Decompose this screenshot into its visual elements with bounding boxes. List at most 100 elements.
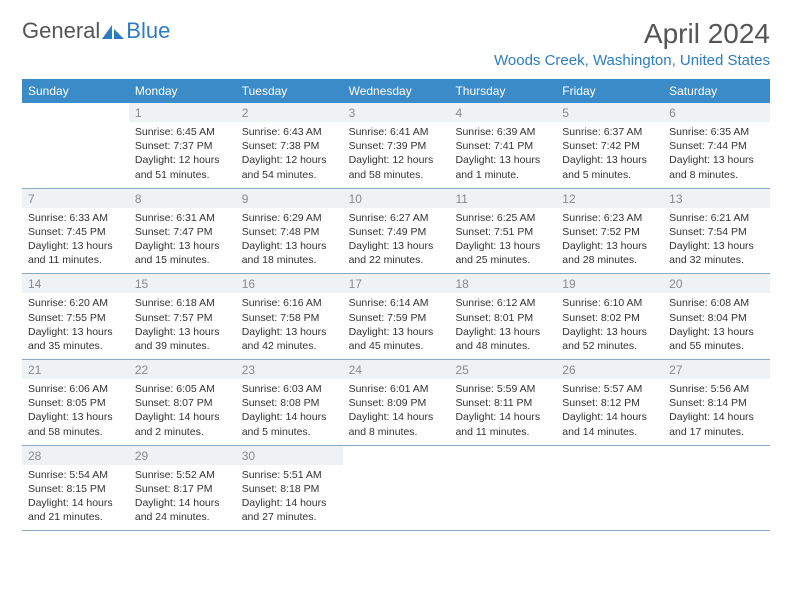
day-number-row: 20 — [663, 274, 770, 293]
calendar-week: 28Sunrise: 5:54 AMSunset: 8:15 PMDayligh… — [22, 446, 770, 532]
day-number-row: 6 — [663, 103, 770, 122]
day-number-row: 17 — [343, 274, 450, 293]
day-info-line: Sunset: 7:48 PM — [242, 225, 337, 239]
calendar-day-cell: 24Sunrise: 6:01 AMSunset: 8:09 PMDayligh… — [343, 360, 450, 445]
day-number: 11 — [455, 192, 550, 206]
day-info-line: Daylight: 13 hours — [669, 153, 764, 167]
day-number: 22 — [135, 363, 230, 377]
day-info-line: Sunrise: 5:54 AM — [28, 468, 123, 482]
day-info-line: Sunrise: 5:59 AM — [455, 382, 550, 396]
day-info-line: Sunset: 8:15 PM — [28, 482, 123, 496]
day-number: 7 — [28, 192, 123, 206]
day-info-line: Daylight: 12 hours — [135, 153, 230, 167]
day-info-line: Sunrise: 6:21 AM — [669, 211, 764, 225]
day-info-line: Sunset: 7:38 PM — [242, 139, 337, 153]
calendar-day-cell: 20Sunrise: 6:08 AMSunset: 8:04 PMDayligh… — [663, 274, 770, 359]
calendar-day-cell — [663, 446, 770, 531]
day-info-line: Sunset: 7:44 PM — [669, 139, 764, 153]
calendar-day-cell: 18 Sunrise: 6:12 AMSunset: 8:01 PMDayligh… — [449, 274, 556, 359]
day-info-line: Daylight: 14 hours — [669, 410, 764, 424]
day-info-line: Daylight: 13 hours — [562, 325, 657, 339]
day-number-row: 11 — [449, 189, 556, 208]
day-info-line: and 8 minutes. — [669, 168, 764, 182]
day-info-line: Daylight: 14 hours — [135, 410, 230, 424]
day-info-line: Daylight: 13 hours — [28, 239, 123, 253]
day-number: 9 — [242, 192, 337, 206]
day-info-line: Daylight: 13 hours — [455, 325, 550, 339]
day-info-line: Sunset: 8:18 PM — [242, 482, 337, 496]
day-info-line: Sunrise: 6:01 AM — [349, 382, 444, 396]
location-label: Woods Creek, Washington, United States — [494, 52, 770, 69]
day-number-row: 14 — [22, 274, 129, 293]
day-info-line: Sunset: 7:49 PM — [349, 225, 444, 239]
weekday-header: Friday — [556, 79, 663, 103]
calendar-day-cell: 26Sunrise: 5:57 AMSunset: 8:12 PMDayligh… — [556, 360, 663, 445]
calendar-day-cell: 7Sunrise: 6:33 AMSunset: 7:45 PMDaylight… — [22, 189, 129, 274]
day-info-line: Sunrise: 6:27 AM — [349, 211, 444, 225]
day-number: 21 — [28, 363, 123, 377]
day-info-line: Sunrise: 6:43 AM — [242, 125, 337, 139]
day-info-line: Sunset: 7:57 PM — [135, 311, 230, 325]
calendar-day-cell: 27Sunrise: 5:56 AMSunset: 8:14 PMDayligh… — [663, 360, 770, 445]
day-info-line: Sunset: 8:01 PM — [455, 311, 550, 325]
day-number: 30 — [242, 449, 337, 463]
day-info-line: Sunrise: 6:33 AM — [28, 211, 123, 225]
day-info-line: Sunset: 8:12 PM — [562, 396, 657, 410]
day-number: 25 — [455, 363, 550, 377]
day-info-line: Sunrise: 6:08 AM — [669, 296, 764, 310]
calendar-day-cell: 6Sunrise: 6:35 AMSunset: 7:44 PMDaylight… — [663, 103, 770, 188]
day-info-line: Sunset: 8:11 PM — [455, 396, 550, 410]
day-info-line: Sunrise: 5:52 AM — [135, 468, 230, 482]
day-info-line: Daylight: 14 hours — [349, 410, 444, 424]
day-info-line: and 24 minutes. — [135, 510, 230, 524]
calendar-day-cell: 10Sunrise: 6:27 AMSunset: 7:49 PMDayligh… — [343, 189, 450, 274]
day-number-row: 22 — [129, 360, 236, 379]
calendar-body: 1Sunrise: 6:45 AMSunset: 7:37 PMDaylight… — [22, 103, 770, 531]
day-info-line: and 52 minutes. — [562, 339, 657, 353]
day-info-line: and 17 minutes. — [669, 425, 764, 439]
day-number-row: 10 — [343, 189, 450, 208]
day-info-line: and 39 minutes. — [135, 339, 230, 353]
month-title: April 2024 — [494, 18, 770, 50]
day-info-line: Sunrise: 6:31 AM — [135, 211, 230, 225]
day-info-line: Daylight: 13 hours — [135, 239, 230, 253]
day-number: 2 — [242, 106, 337, 120]
calendar-day-cell: 17Sunrise: 6:14 AMSunset: 7:59 PMDayligh… — [343, 274, 450, 359]
logo-sail-icon — [102, 23, 124, 39]
day-info-line: Sunrise: 6:12 AM — [455, 296, 550, 310]
calendar-day-cell: 19Sunrise: 6:10 AMSunset: 8:02 PMDayligh… — [556, 274, 663, 359]
day-info-line: Daylight: 14 hours — [562, 410, 657, 424]
day-number: 15 — [135, 277, 230, 291]
day-info-line: and 32 minutes. — [669, 253, 764, 267]
day-info-line: Sunrise: 6:14 AM — [349, 296, 444, 310]
calendar-day-cell — [22, 103, 129, 188]
calendar-day-cell: 30Sunrise: 5:51 AMSunset: 8:18 PMDayligh… — [236, 446, 343, 531]
day-number: 18 — [455, 277, 550, 291]
day-info-line: and 35 minutes. — [28, 339, 123, 353]
day-number: 17 — [349, 277, 444, 291]
day-info-line: Sunset: 8:14 PM — [669, 396, 764, 410]
logo-text-general: General — [22, 18, 100, 44]
day-info-line: Sunrise: 6:45 AM — [135, 125, 230, 139]
day-info-line: Sunset: 8:17 PM — [135, 482, 230, 496]
weekday-header: Monday — [129, 79, 236, 103]
weekday-header: Thursday — [449, 79, 556, 103]
day-number-row: 26 — [556, 360, 663, 379]
day-info-line: and 11 minutes. — [28, 253, 123, 267]
day-number-row: 15 — [129, 274, 236, 293]
day-number-row: 2 — [236, 103, 343, 122]
day-info-line: Sunset: 8:09 PM — [349, 396, 444, 410]
day-info-line: Daylight: 13 hours — [669, 239, 764, 253]
day-number-row: 30 — [236, 446, 343, 465]
calendar-day-cell: 5Sunrise: 6:37 AMSunset: 7:42 PMDaylight… — [556, 103, 663, 188]
day-info-line: Sunset: 7:42 PM — [562, 139, 657, 153]
day-number: 20 — [669, 277, 764, 291]
day-number: 6 — [669, 106, 764, 120]
calendar-day-cell: 25Sunrise: 5:59 AMSunset: 8:11 PMDayligh… — [449, 360, 556, 445]
day-info-line: Daylight: 14 hours — [135, 496, 230, 510]
day-info-line: Sunrise: 6:39 AM — [455, 125, 550, 139]
day-number-row: 27 — [663, 360, 770, 379]
calendar-day-cell: 29Sunrise: 5:52 AMSunset: 8:17 PMDayligh… — [129, 446, 236, 531]
weekday-header: Tuesday — [236, 79, 343, 103]
day-info-line: Daylight: 13 hours — [455, 239, 550, 253]
